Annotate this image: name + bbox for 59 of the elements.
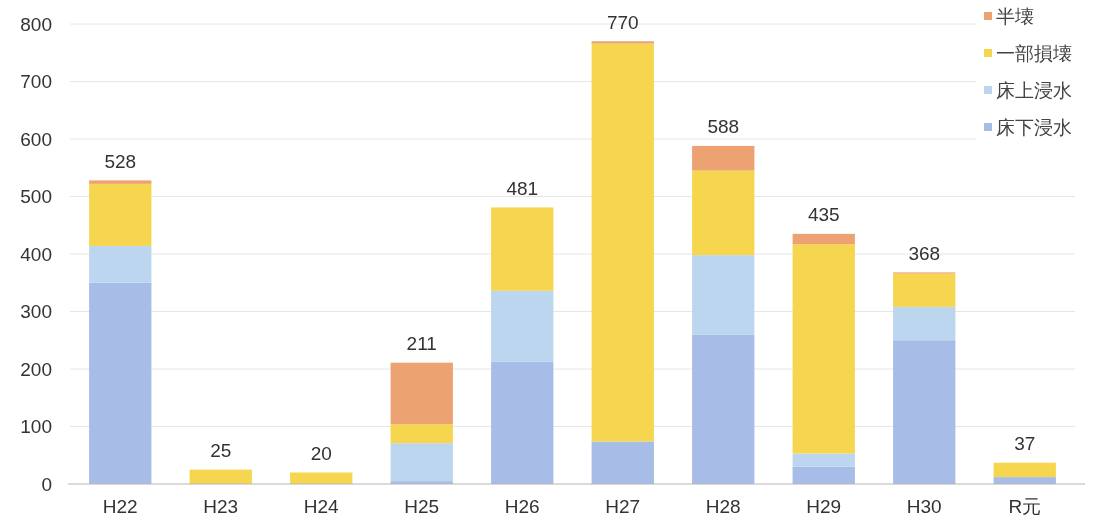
x-tick-label: H24 — [303, 495, 340, 517]
bar — [390, 424, 453, 444]
x-tick-label: H29 — [806, 495, 842, 517]
x-tick-label: H28 — [705, 495, 741, 517]
legend-label: 床下浸水 — [996, 116, 1072, 138]
bar — [89, 183, 152, 246]
bar — [89, 245, 152, 283]
bar — [692, 334, 755, 484]
total-label: 588 — [707, 116, 740, 138]
y-tick-label: 600 — [20, 128, 52, 150]
legend-label: 床上浸水 — [996, 79, 1072, 101]
total-label: 20 — [310, 443, 332, 464]
x-tick-label: H26 — [504, 495, 540, 517]
bar — [390, 443, 453, 482]
legend-label: 半壊 — [996, 5, 1034, 27]
legend-label: 一部損壊 — [996, 42, 1072, 64]
x-tick-label: H27 — [605, 495, 641, 517]
y-tick-label: 800 — [20, 13, 52, 35]
total-label: 368 — [908, 242, 941, 264]
y-tick-label: 100 — [20, 416, 52, 437]
bar — [491, 361, 554, 484]
bar — [792, 466, 855, 484]
bar — [591, 441, 654, 484]
y-tick-label: 400 — [20, 243, 52, 265]
bar — [893, 273, 956, 307]
bar — [591, 43, 654, 442]
bar — [89, 282, 152, 484]
bar — [893, 340, 956, 484]
y-tick-label: 500 — [20, 186, 52, 207]
bar — [792, 244, 855, 454]
x-tick-label: R元 — [1008, 495, 1042, 517]
bar — [692, 255, 755, 335]
y-tick-label: 0 — [41, 473, 52, 495]
y-tick-label: 200 — [20, 358, 52, 380]
bar — [792, 233, 855, 245]
x-tick-label: H23 — [203, 495, 239, 517]
bar — [491, 207, 554, 291]
bar — [189, 469, 252, 484]
total-label: 481 — [506, 177, 539, 199]
bar — [993, 462, 1056, 478]
total-label: 211 — [406, 333, 437, 355]
total-label: 37 — [1014, 433, 1036, 455]
bar — [390, 362, 453, 425]
bar — [893, 306, 956, 341]
bar — [692, 145, 755, 171]
x-tick-label: H25 — [404, 495, 440, 517]
bar — [491, 290, 554, 362]
bar — [792, 453, 855, 467]
total-label: 435 — [807, 204, 840, 226]
total-label: 770 — [606, 11, 639, 33]
x-tick-label: H30 — [906, 495, 942, 517]
total-label: 25 — [210, 440, 232, 462]
bar — [89, 180, 152, 184]
bar — [692, 170, 755, 256]
total-label: 528 — [104, 150, 137, 172]
y-tick-label: 300 — [20, 301, 52, 322]
x-tick-label: H22 — [102, 495, 138, 517]
bar — [591, 41, 654, 44]
y-tick-label: 700 — [20, 71, 52, 92]
